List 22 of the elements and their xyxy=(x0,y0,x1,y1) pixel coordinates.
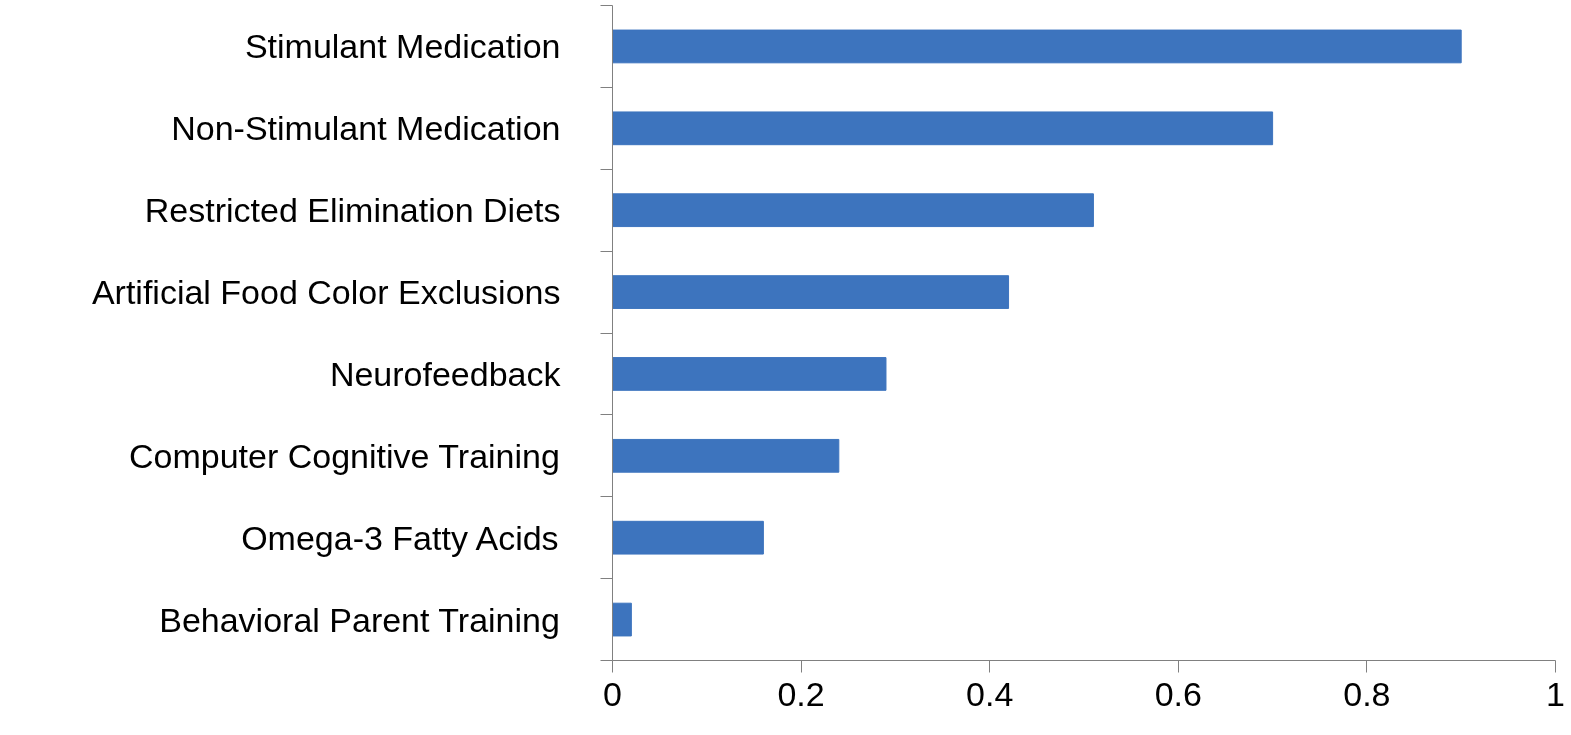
bar xyxy=(612,193,1094,228)
bar xyxy=(612,438,840,473)
y-tick-label: Behavioral Parent Training xyxy=(159,600,560,639)
bar xyxy=(612,357,887,391)
y-tick-label: Computer Cognitive Training xyxy=(129,436,560,475)
y-tick-label: Omega-3 Fatty Acids xyxy=(241,518,559,557)
bar xyxy=(612,602,632,637)
x-tick-label: 0 xyxy=(603,674,622,713)
y-tick-label: Non-Stimulant Medication xyxy=(171,109,561,148)
y-tick-label: Artificial Food Color Exclusions xyxy=(91,273,561,312)
x-tick-label: 1 xyxy=(1546,674,1565,713)
bar xyxy=(612,111,1274,146)
x-tick-label: 0.4 xyxy=(966,674,1014,713)
x-tick-label: 0.6 xyxy=(1154,674,1202,713)
x-tick-label: 0.2 xyxy=(777,674,825,713)
y-tick-label: Restricted Elimination Diets xyxy=(144,191,561,230)
y-tick-label: Stimulant Medication xyxy=(244,27,561,66)
bar xyxy=(612,29,1462,64)
bar xyxy=(612,275,1010,309)
y-tick-label: Neurofeedback xyxy=(329,354,562,393)
x-tick-label: 0.8 xyxy=(1343,674,1391,713)
bar xyxy=(612,520,764,555)
